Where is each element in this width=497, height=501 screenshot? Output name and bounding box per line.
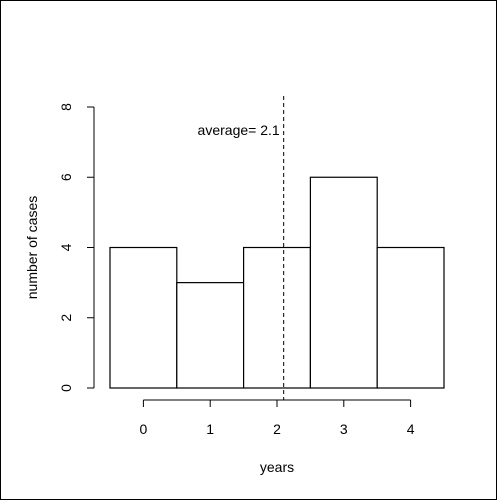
y-tick-label-6: 6 bbox=[58, 173, 74, 181]
x-tick-label-0: 0 bbox=[140, 421, 148, 437]
x-tick-label-1: 1 bbox=[206, 421, 214, 437]
bar-1 bbox=[176, 282, 245, 389]
bar-3 bbox=[309, 176, 378, 389]
y-tick-label-2: 2 bbox=[58, 314, 74, 322]
y-axis: 0 2 4 6 8 bbox=[58, 103, 95, 392]
x-tick-label-3: 3 bbox=[340, 421, 348, 437]
y-tick-label-4: 4 bbox=[58, 243, 74, 251]
bar-2 bbox=[243, 246, 312, 389]
y-tick-label-8: 8 bbox=[58, 103, 74, 111]
x-axis-title: years bbox=[260, 459, 294, 475]
y-axis-title: number of cases bbox=[24, 196, 40, 300]
average-label: average= 2.1 bbox=[198, 122, 280, 138]
bar-0 bbox=[109, 246, 178, 389]
x-axis: 0 1 2 3 4 bbox=[140, 399, 415, 437]
bars-group bbox=[109, 176, 445, 389]
y-tick-label-0: 0 bbox=[58, 384, 74, 392]
bar-4 bbox=[376, 246, 445, 389]
x-tick-label-4: 4 bbox=[407, 421, 415, 437]
x-tick-label-2: 2 bbox=[273, 421, 281, 437]
